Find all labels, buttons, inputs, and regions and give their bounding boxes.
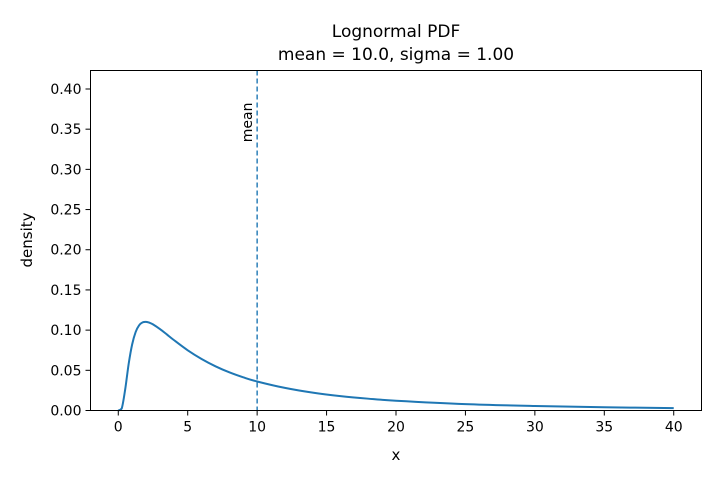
y-tick-label: 0.15 bbox=[50, 283, 81, 299]
y-axis: 0.00 0.05 0.10 0.15 0.20 0.25 0.30 0.35 0.40 bbox=[50, 82, 91, 420]
x-tick-label: 10 bbox=[248, 420, 266, 436]
y-tick-label: 0.20 bbox=[50, 243, 81, 259]
x-tick-label: 0 bbox=[114, 420, 123, 436]
y-tick-label: 0.25 bbox=[50, 203, 81, 219]
y-tick-label: 0.30 bbox=[50, 162, 81, 178]
x-tick-label: 20 bbox=[387, 420, 405, 436]
x-tick-label: 5 bbox=[183, 420, 192, 436]
y-tick-label: 0.40 bbox=[50, 82, 81, 98]
x-axis: 0 5 10 15 20 25 30 35 40 bbox=[114, 410, 683, 436]
y-tick-label: 0.00 bbox=[50, 404, 81, 420]
x-axis-label: x bbox=[392, 446, 401, 464]
y-tick-label: 0.10 bbox=[50, 323, 81, 339]
x-tick-label: 30 bbox=[526, 420, 544, 436]
y-axis-label: density bbox=[18, 212, 36, 267]
curve-layer bbox=[117, 320, 674, 412]
x-tick-label: 15 bbox=[318, 420, 336, 436]
y-tick-label: 0.05 bbox=[50, 363, 81, 379]
chart-title: Lognormal PDF bbox=[332, 22, 460, 42]
x-tick-label: 40 bbox=[665, 420, 683, 436]
x-tick-label: 25 bbox=[457, 420, 475, 436]
chart-subtitle: mean = 10.0, sigma = 1.00 bbox=[278, 45, 514, 65]
y-tick-label: 0.35 bbox=[50, 122, 81, 138]
mean-label: mean bbox=[240, 103, 256, 143]
pdf-curve bbox=[117, 320, 674, 412]
annotation-layer: mean bbox=[240, 70, 258, 411]
x-tick-label: 35 bbox=[595, 420, 613, 436]
